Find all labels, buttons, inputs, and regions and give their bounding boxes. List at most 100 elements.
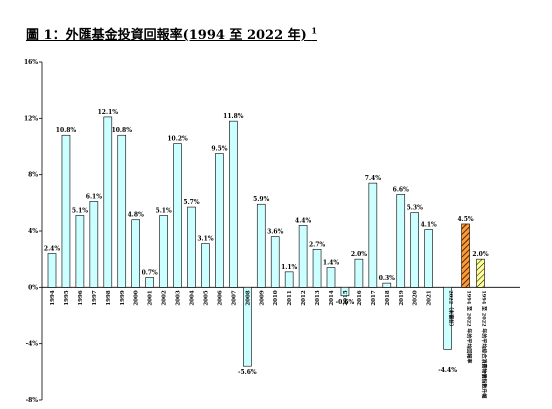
bar bbox=[145, 277, 154, 288]
bar-value-label: 10.8% bbox=[112, 127, 133, 134]
bar-value-label: -0.6% bbox=[336, 299, 355, 306]
bar-value-label: 4.5% bbox=[457, 216, 473, 223]
bar-value-label: 2.4% bbox=[44, 246, 60, 253]
bar-value-label: 11.8% bbox=[223, 113, 244, 120]
x-tick-label: 2017 bbox=[371, 290, 377, 305]
bar bbox=[443, 287, 452, 350]
x-tick-label: 2010 bbox=[273, 290, 279, 305]
x-tick-label: 2013 bbox=[315, 290, 321, 305]
bar bbox=[284, 271, 294, 288]
bar bbox=[410, 212, 420, 288]
bar bbox=[368, 182, 378, 288]
bar bbox=[61, 134, 71, 288]
bar bbox=[187, 206, 196, 288]
bar bbox=[461, 223, 470, 288]
x-tick-label: 2021 bbox=[427, 290, 433, 305]
bar bbox=[229, 120, 238, 288]
x-tick-label: 2019 bbox=[399, 290, 405, 305]
y-tick-label: 16% bbox=[24, 59, 38, 66]
x-tick-label: 1998 bbox=[106, 290, 112, 305]
x-tick-label: 2000 bbox=[134, 290, 140, 305]
x-tick-label: 2020 bbox=[413, 290, 419, 305]
bar bbox=[256, 203, 266, 288]
x-tick-label: 1997 bbox=[92, 290, 98, 305]
bar bbox=[424, 229, 433, 288]
bar bbox=[326, 267, 336, 288]
x-tick-label: 2001 bbox=[148, 290, 154, 305]
bar bbox=[89, 201, 99, 288]
bar bbox=[117, 134, 127, 288]
x-tick-label: 2012 bbox=[301, 290, 307, 305]
y-tick-label: 4% bbox=[28, 228, 38, 235]
y-tick-label: -4% bbox=[26, 341, 39, 348]
x-tick-label: 2008 bbox=[245, 290, 251, 305]
x-tick-label: 1996 bbox=[78, 290, 84, 305]
bar-value-label: 10.8% bbox=[56, 127, 77, 134]
bar-value-label: 4.8% bbox=[128, 212, 144, 219]
x-tick-label: 1995 bbox=[64, 290, 70, 305]
x-tick-label: 2011 bbox=[287, 290, 293, 305]
y-tick-label: 12% bbox=[24, 115, 38, 122]
bar bbox=[243, 287, 252, 367]
bar-value-label: 7.4% bbox=[365, 175, 381, 182]
chart-title: 圖 1：外匯基金投資回報率(1994 至 2022 年) 1 bbox=[26, 24, 317, 43]
bar-value-label: 5.3% bbox=[407, 205, 423, 212]
x-tick-label: 2022（未審計） bbox=[448, 290, 455, 329]
bar-value-label: 3.6% bbox=[267, 229, 283, 236]
x-tick-label: 2016 bbox=[357, 290, 363, 305]
bar bbox=[103, 116, 113, 288]
bar-value-label: 6.6% bbox=[393, 186, 409, 193]
bar-value-label: 6.1% bbox=[86, 193, 102, 200]
x-tick-label: 2014 bbox=[329, 290, 335, 305]
y-tick-label: 0% bbox=[28, 284, 38, 291]
bar-value-label: 2.7% bbox=[309, 241, 325, 248]
bar-value-label: 10.2% bbox=[167, 136, 188, 143]
bar bbox=[173, 143, 182, 288]
bar-value-label: 5.7% bbox=[183, 199, 199, 206]
bar bbox=[476, 258, 485, 288]
x-tick-label: 2002 bbox=[162, 290, 168, 305]
bar bbox=[47, 253, 57, 288]
x-tick-label: 1994 至 2022 年的平均綜合消費物價指數升幅 bbox=[481, 290, 488, 398]
bar-value-label: 5.1% bbox=[156, 208, 172, 215]
bar-value-label: 12.1% bbox=[98, 109, 119, 116]
bar bbox=[298, 225, 308, 288]
bar-value-label: 5.9% bbox=[253, 196, 269, 203]
x-tick-label: 1994 至 2022 年的平均回報率 bbox=[466, 290, 473, 363]
bar-value-label: 3.1% bbox=[197, 236, 213, 243]
bar-value-label: 5.1% bbox=[72, 208, 88, 215]
x-tick-label: 1999 bbox=[120, 290, 126, 305]
bar-value-label: 0.3% bbox=[379, 275, 395, 282]
bar bbox=[75, 215, 85, 288]
x-tick-label: 1994 bbox=[50, 290, 56, 305]
bar-value-label: 1.1% bbox=[281, 264, 297, 271]
bar bbox=[312, 249, 322, 288]
y-tick-label: -8% bbox=[26, 397, 39, 404]
bar bbox=[396, 194, 406, 288]
bar bbox=[215, 153, 224, 288]
bar bbox=[382, 282, 392, 288]
chart-title-note: 1 bbox=[311, 25, 317, 36]
bar-value-label: 4.1% bbox=[421, 222, 437, 229]
bar-value-label: 2.0% bbox=[472, 251, 488, 258]
bar-value-label: -5.6% bbox=[238, 369, 257, 376]
plot-area: -8% -4% 0% 4% 8% 12% 16% 2.4% 1994 10.8% 1995 5.1% 1… bbox=[24, 59, 520, 404]
bar-value-label: 0.7% bbox=[142, 269, 158, 276]
bar-value-label: 2.0% bbox=[351, 251, 367, 258]
bar bbox=[159, 215, 168, 288]
x-tick-label: 2006 bbox=[217, 290, 223, 305]
x-tick-label: 2007 bbox=[231, 290, 237, 305]
y-tick-label: 8% bbox=[28, 172, 38, 179]
bar bbox=[270, 236, 280, 288]
x-tick-label: 2015 bbox=[343, 290, 349, 305]
x-tick-label: 2009 bbox=[259, 290, 265, 305]
chart-title-text: 圖 1：外匯基金投資回報率(1994 至 2022 年) bbox=[26, 28, 307, 43]
x-tick-label: 2003 bbox=[176, 290, 182, 305]
bar bbox=[131, 219, 140, 288]
bar-value-label: 9.5% bbox=[211, 146, 227, 153]
bar-value-label: -4.4% bbox=[438, 367, 457, 374]
bar-value-label: 1.4% bbox=[323, 260, 339, 267]
bar-value-label: 4.4% bbox=[295, 217, 311, 224]
bar bbox=[201, 243, 210, 288]
